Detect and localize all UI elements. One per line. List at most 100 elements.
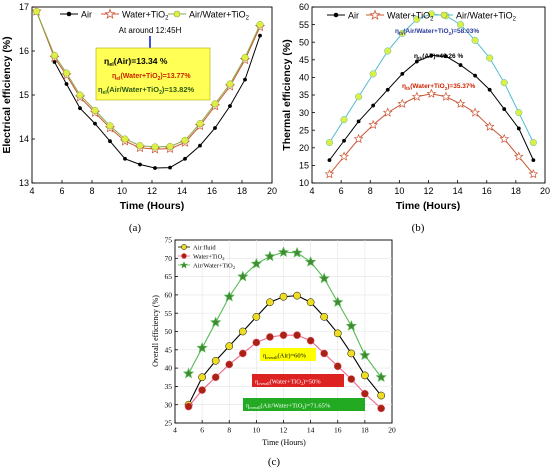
data-point bbox=[500, 79, 508, 87]
data-point bbox=[325, 138, 334, 147]
data-point bbox=[499, 133, 510, 144]
data-point bbox=[252, 313, 261, 321]
x-tick-label: 8 bbox=[227, 426, 231, 435]
data-point bbox=[473, 73, 477, 78]
data-point bbox=[136, 142, 144, 150]
data-point bbox=[361, 389, 369, 398]
data-point bbox=[355, 93, 363, 101]
data-point bbox=[211, 356, 220, 365]
x-tick-label: 12 bbox=[280, 426, 288, 435]
chart-c-caption: (c) bbox=[268, 456, 281, 468]
y-tick-label: 25 bbox=[299, 125, 309, 135]
y-tick-label: 30 bbox=[165, 400, 173, 409]
y-tick-label: 35 bbox=[299, 90, 309, 100]
data-point bbox=[339, 151, 349, 161]
data-point bbox=[306, 336, 315, 345]
chart-b-annotation-hybrid: ηth(Air/Water+TiO2)=58.03% bbox=[395, 28, 479, 36]
chart-c-annotation-water: ηoverall(Water+TiO2)=50% bbox=[255, 379, 321, 387]
data-point bbox=[531, 158, 536, 163]
data-point bbox=[223, 290, 235, 302]
y-tick-label: 40 bbox=[299, 73, 309, 83]
x-tick-label: 20 bbox=[267, 186, 277, 196]
data-point bbox=[168, 165, 172, 170]
data-point bbox=[266, 298, 274, 307]
data-point bbox=[293, 331, 301, 340]
y-tick-label: 50 bbox=[165, 327, 173, 336]
data-point bbox=[279, 292, 288, 301]
data-point bbox=[528, 169, 539, 179]
legend-water-label: Water+TiO2 bbox=[193, 254, 225, 262]
data-point bbox=[340, 116, 348, 124]
data-point bbox=[228, 104, 232, 108]
data-point bbox=[181, 136, 189, 144]
data-point bbox=[237, 270, 249, 282]
data-point bbox=[320, 349, 329, 358]
chart-a-ticks: 4 6 8 10 12 14 16 18 20 13 14 15 16 17 bbox=[19, 2, 277, 196]
data-point bbox=[414, 59, 419, 64]
series-1 bbox=[184, 331, 385, 413]
legend-water-marker bbox=[181, 253, 187, 259]
data-point bbox=[238, 327, 247, 336]
data-point bbox=[516, 126, 521, 131]
data-point bbox=[382, 107, 393, 117]
data-point bbox=[305, 256, 317, 267]
chart-c-annotation-hybrid-box bbox=[243, 398, 365, 411]
chart-c-ylabel: Overall efficiency (%) bbox=[151, 295, 160, 367]
data-point bbox=[375, 371, 387, 383]
y-tick-label: 40 bbox=[165, 364, 173, 373]
data-point bbox=[108, 139, 112, 144]
y-tick-label: 65 bbox=[165, 272, 173, 281]
data-point bbox=[347, 375, 356, 383]
chart-b-annotation-water: ηth(Water+TiO2)=35.37% bbox=[402, 83, 475, 91]
chart-c-annotation-air-box bbox=[260, 348, 316, 361]
chart-a-series bbox=[31, 5, 266, 170]
data-point bbox=[291, 246, 303, 258]
data-point bbox=[333, 362, 342, 371]
chart-a-annotation-box bbox=[95, 47, 211, 101]
data-point bbox=[470, 107, 480, 117]
x-tick-label: 8 bbox=[89, 186, 94, 196]
data-point bbox=[62, 69, 71, 77]
legend-air-label: Air bbox=[348, 11, 359, 21]
y-tick-label: 17 bbox=[19, 2, 29, 12]
data-point bbox=[52, 60, 57, 64]
x-tick-label: 4 bbox=[29, 186, 34, 196]
legend-air-label: Air bbox=[81, 10, 92, 20]
chart-c-ticks: 4 6 8 10 12 14 16 18 20 25 30 35 40 45 50 55 60 65 70 75 bbox=[165, 236, 397, 435]
data-point bbox=[241, 54, 249, 62]
chart-c-annotation-hybrid: ηoverall(Air/Water+TiO2)=71.65% bbox=[246, 403, 331, 411]
data-point bbox=[225, 360, 234, 369]
data-point bbox=[211, 373, 220, 382]
y-tick-label: 55 bbox=[165, 309, 173, 318]
chart-a-caption: (a) bbox=[129, 222, 142, 234]
series-2 bbox=[32, 7, 264, 151]
legend-hybrid-label: Air/Water+TiO2 bbox=[456, 11, 517, 23]
chart-b-caption: (b) bbox=[412, 222, 425, 234]
series-line bbox=[36, 11, 261, 150]
data-point bbox=[320, 313, 329, 321]
x-tick-label: 18 bbox=[237, 186, 247, 196]
chart-c-xlabel: Time (Hours) bbox=[262, 438, 306, 447]
chart-a-xlabel: Time (Hours) bbox=[120, 200, 185, 212]
x-tick-label: 12 bbox=[423, 186, 433, 196]
data-point bbox=[513, 151, 524, 161]
y-tick-label: 45 bbox=[299, 55, 309, 65]
chart-a-annotation-air: ηel(Air)=13.34 % bbox=[104, 56, 168, 68]
data-point bbox=[487, 87, 492, 92]
x-tick-label: 18 bbox=[511, 186, 521, 196]
y-tick-label: 60 bbox=[299, 2, 309, 12]
legend-hybrid-marker bbox=[173, 10, 181, 18]
data-point bbox=[32, 7, 41, 15]
data-point bbox=[184, 402, 193, 411]
data-point bbox=[196, 342, 208, 353]
legend-water-label: Water+TiO2 bbox=[387, 11, 434, 23]
data-point bbox=[50, 51, 59, 59]
data-point bbox=[279, 331, 288, 340]
x-tick-label: 10 bbox=[394, 186, 404, 196]
data-point bbox=[529, 138, 537, 147]
data-point bbox=[369, 70, 377, 78]
x-tick-label: 16 bbox=[334, 426, 342, 435]
data-point bbox=[361, 371, 369, 380]
series-2 bbox=[182, 246, 387, 383]
data-point bbox=[385, 87, 390, 92]
